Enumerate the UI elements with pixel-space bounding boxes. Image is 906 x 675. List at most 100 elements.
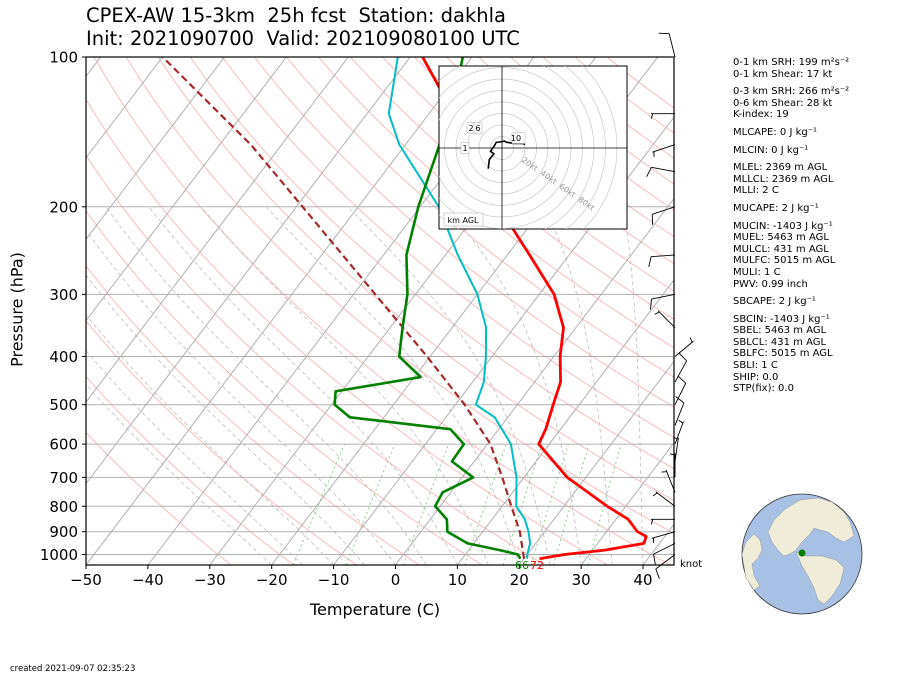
wind-barb-staff [674,421,684,445]
wind-barb [674,375,687,405]
index-row: MLLCL: 2369 m AGL [733,174,849,186]
index-label: MULI: [733,266,761,278]
surface-temperature-label: 72 [530,559,544,572]
y-tick-label: 800 [49,498,78,516]
dry-adiabat [125,57,674,534]
moist-adiabat [265,206,520,565]
globe-land-americas [741,533,763,591]
index-row: MLCIN: 0 J kg⁻¹ [733,145,849,157]
wind-barb-half [650,519,654,525]
index-label: 0-3 km SRH: [733,86,796,98]
wind-barb-flag [653,554,656,565]
wind-barb-staff [652,206,676,215]
index-label: SBLI: [733,360,759,372]
index-value: -1403 J kg⁻¹ [769,220,833,232]
index-row: MLCAPE: 0 J kg⁻¹ [733,127,849,139]
chart-title-line2: Init: 2021090700 Valid: 202109080100 UTC [86,27,520,50]
wind-barb-half [650,113,654,119]
wind-barb-flag [650,299,652,310]
wind-barb-staff [655,491,676,507]
wind-barb [650,293,676,310]
x-tick-label: 40 [634,571,653,589]
hodograph-height-label: 6 [475,124,480,133]
chart-title-line1: CPEX-AW 15-3km 25h fcst Station: dakhla [86,4,506,27]
wind-barb-staff [674,383,687,405]
isotherm [86,57,225,241]
locator-globe [741,493,863,615]
index-row: PWV: 0.99 inch [733,279,849,291]
y-tick-label: 600 [49,436,78,454]
moist-adiabat [86,350,303,565]
index-row: K-index: 19 [733,109,849,121]
hodograph-height-label: 10 [511,134,521,143]
index-row: STP(fix): 0.0 [733,383,849,395]
wind-barb-staff [674,437,679,462]
dry-adiabat [86,154,546,565]
parcel-profile-line [161,57,526,559]
x-tick-label: −20 [256,571,288,589]
index-row: 0-3 km SRH: 266 m²s⁻² [733,86,849,98]
wind-barb-half [669,453,676,456]
dewpoint-profile-line [333,57,522,560]
mixing-ratio-line [402,443,450,565]
isotherm [456,279,674,565]
wind-barb [674,337,694,357]
wind-barb-flag [675,396,685,404]
index-row: SBCIN: -1403 J kg⁻¹ [733,314,849,326]
index-value: 1 C [760,266,781,278]
index-value: 1 C [758,360,778,372]
wind-barb [674,353,688,383]
isotherm [86,57,287,322]
x-tick-label: 30 [572,571,591,589]
index-row: 0-1 km SRH: 199 m²s⁻² [733,57,849,69]
wind-barb [674,396,685,426]
wind-barb-staff [674,360,688,383]
index-value: -1403 J kg⁻¹ [766,313,830,325]
index-label: PWV: [733,278,759,290]
mixing-ratio-line [292,443,346,565]
wind-barb-staff [652,144,676,153]
dry-adiabat [285,57,674,378]
index-value: 5015 m AGL [767,348,833,360]
index-label: MUCIN: [733,220,770,232]
hodograph-height-box [511,132,526,144]
stability-indices-panel: 0-1 km SRH: 199 m²s⁻² 0-1 km Shear: 17 kt… [733,57,849,395]
wind-barb [661,469,676,493]
index-label: MLCAPE: [733,126,777,138]
dry-adiabat [86,265,420,565]
wind-barb [648,254,676,267]
dry-adiabat [86,320,357,565]
index-value: 17 kt [803,68,833,80]
moist-adiabat [86,229,396,565]
isotherm [333,116,674,565]
wind-barb-staff [657,310,676,328]
wind-barb-flag [679,353,687,362]
wind-barb [654,310,676,328]
wind-barb-half [689,337,693,343]
index-label: 0-1 km Shear: [733,68,804,80]
dry-adiabat [86,431,232,565]
wind-barb-staff [651,531,676,539]
y-tick-label: 300 [49,286,78,304]
barb-units-label: knot [680,559,703,570]
dry-adiabat [86,375,295,565]
mixing-ratio-line [587,443,622,565]
index-row: MLLI: 2 C [733,185,849,197]
wind-barb-half [654,311,660,315]
moist-adiabat [86,383,272,565]
index-value: 0 J kg⁻¹ [776,126,818,138]
wind-barbs [646,32,694,579]
dry-adiabat [253,57,674,408]
index-row: SBLFC: 5015 m AGL [733,348,849,360]
hodograph-frame [438,65,628,230]
index-value: 2369 m AGL [768,173,834,185]
wind-barb-staff [653,542,676,555]
dry-adiabat [189,57,674,470]
index-value: 0 J kg⁻¹ [767,144,809,156]
index-value: 266 m²s⁻² [795,86,850,98]
wind-barb-half [652,492,658,497]
index-label: K-index: [733,109,773,121]
index-value: 2 J kg⁻¹ [778,202,819,214]
